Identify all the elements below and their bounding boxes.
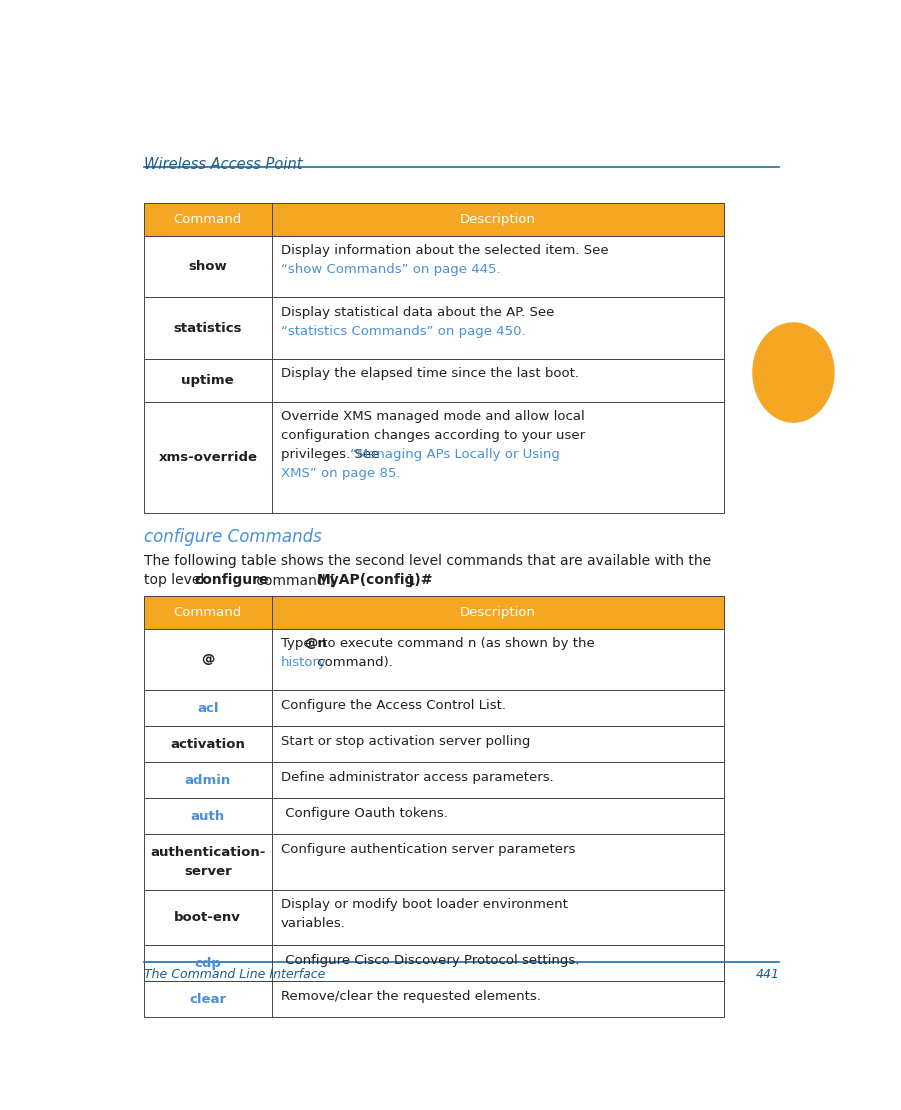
Bar [144,359,724,402]
Text: authentication-: authentication- [150,846,266,859]
Text: server: server [184,865,232,878]
Text: Configure Cisco Discovery Protocol settings.: Configure Cisco Discovery Protocol setti… [280,953,579,967]
Bar [144,690,724,726]
Bar [144,726,724,763]
Text: boot-env: boot-env [175,911,241,924]
Text: activation: activation [170,738,245,750]
Bar [144,763,724,798]
Text: xms-override: xms-override [159,451,258,464]
Text: @n: @n [304,637,326,650]
Text: command [: command [ [252,574,335,587]
Text: Start or stop activation server polling: Start or stop activation server polling [280,735,530,748]
Bar [144,402,724,513]
Text: “statistics Commands” on page 450.: “statistics Commands” on page 450. [280,324,525,337]
Text: Display or modify boot loader environment: Display or modify boot loader environmen… [280,898,568,911]
Text: ].: ]. [407,574,417,587]
Circle shape [753,323,834,422]
Text: top level: top level [144,574,209,587]
Text: The Command Line Interface: The Command Line Interface [144,968,325,981]
Bar [144,889,724,945]
Text: Command: Command [174,213,242,226]
Bar [144,596,724,629]
Bar [144,834,724,889]
Bar [144,203,724,235]
Bar [144,297,724,359]
Text: to execute command n (as shown by the: to execute command n (as shown by the [318,637,595,650]
Text: Description: Description [460,606,535,619]
Text: @: @ [201,653,214,666]
Text: “show Commands” on page 445.: “show Commands” on page 445. [280,263,500,276]
Text: history: history [280,656,326,669]
Bar [144,945,724,981]
Text: Display information about the selected item. See: Display information about the selected i… [280,244,608,258]
Text: configure Commands: configure Commands [144,528,322,546]
Text: privileges. See: privileges. See [280,447,383,461]
Text: admin: admin [185,774,231,787]
Text: clear: clear [189,992,226,1006]
Text: “Managing APs Locally or Using: “Managing APs Locally or Using [350,447,560,461]
Text: Description: Description [460,213,535,226]
Bar [144,798,724,834]
Text: Configure the Access Control List.: Configure the Access Control List. [280,699,505,712]
Text: auth: auth [191,809,225,823]
Text: XMS” on page 85.: XMS” on page 85. [280,466,400,480]
Text: Display statistical data about the AP. See: Display statistical data about the AP. S… [280,306,554,319]
Text: The following table shows the second level commands that are available with the: The following table shows the second lev… [144,554,711,567]
Text: Define administrator access parameters.: Define administrator access parameters. [280,770,553,784]
Text: 441: 441 [755,968,779,981]
Text: Configure Oauth tokens.: Configure Oauth tokens. [280,807,448,819]
Text: configuration changes according to your user: configuration changes according to your … [280,428,585,442]
Text: Command: Command [174,606,242,619]
Text: uptime: uptime [181,374,234,386]
Bar [144,629,724,690]
Text: Override XMS managed mode and allow local: Override XMS managed mode and allow loca… [280,410,585,423]
Text: Display the elapsed time since the last boot.: Display the elapsed time since the last … [280,367,578,381]
Bar [144,981,724,1017]
Text: Configure authentication server parameters: Configure authentication server paramete… [280,842,575,856]
Text: MyAP(config)#: MyAP(config)# [316,574,433,587]
Text: statistics: statistics [174,322,242,334]
Text: cdp: cdp [195,957,222,970]
Bar [144,235,724,297]
Text: Type: Type [280,637,315,650]
Text: Remove/clear the requested elements.: Remove/clear the requested elements. [280,990,541,1002]
Text: Wireless Access Point: Wireless Access Point [144,158,303,172]
Text: configure: configure [194,574,268,587]
Text: variables.: variables. [280,917,345,930]
Text: show: show [188,260,227,273]
Text: command).: command). [313,656,393,669]
Text: acl: acl [197,702,219,715]
